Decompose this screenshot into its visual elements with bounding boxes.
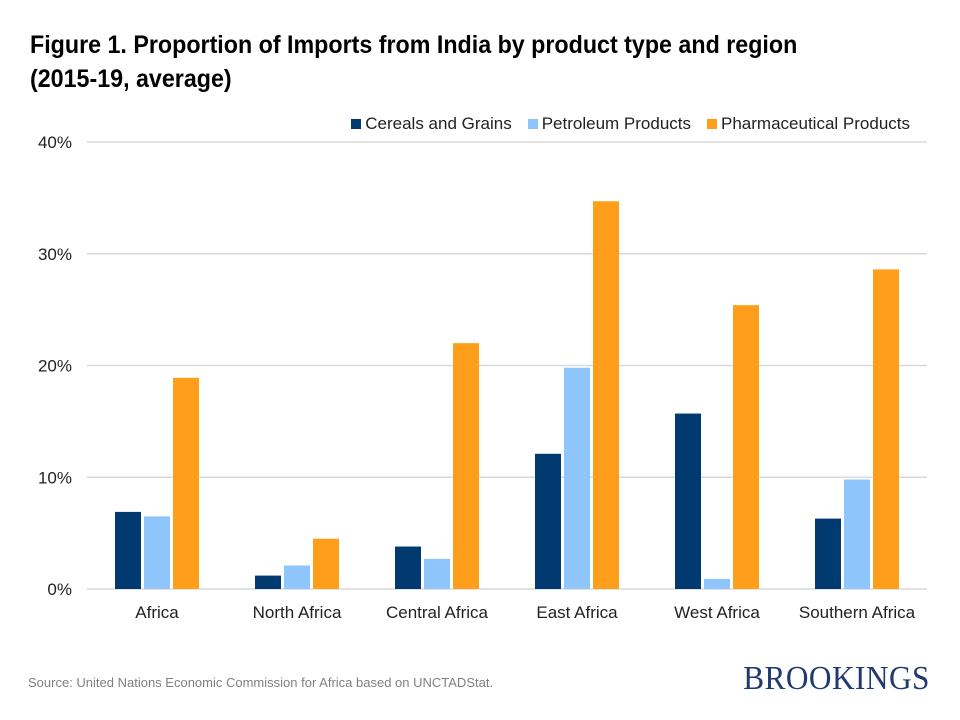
y-tick-label: 0% bbox=[47, 580, 72, 599]
brookings-logo: BROOKINGS bbox=[743, 660, 930, 697]
bar-petroleum-products bbox=[144, 516, 170, 589]
chart-title: Figure 1. Proportion of Imports from Ind… bbox=[30, 28, 886, 96]
x-tick-label: West Africa bbox=[674, 603, 760, 622]
bar-cereals-and-grains bbox=[535, 453, 561, 589]
chart-title-line-2: (2015-19, average) bbox=[30, 65, 232, 93]
y-tick-label: 20% bbox=[38, 357, 72, 376]
x-tick-label: Central Africa bbox=[386, 603, 489, 622]
y-tick-label: 30% bbox=[38, 245, 72, 264]
legend-label-petroleum: Petroleum Products bbox=[541, 114, 692, 133]
bar-petroleum-products bbox=[704, 578, 730, 589]
bar-pharmaceutical-products bbox=[593, 201, 619, 590]
bar-petroleum-products bbox=[284, 565, 310, 589]
source-note: Source: United Nations Economic Commissi… bbox=[28, 675, 494, 690]
bar-pharmaceutical-products bbox=[733, 305, 759, 589]
legend-item-pharmaceutical: Pharmaceutical Products bbox=[707, 114, 910, 134]
bar-cereals-and-grains bbox=[255, 575, 281, 589]
bar-cereals-and-grains bbox=[675, 413, 701, 589]
bar-cereals-and-grains bbox=[115, 511, 141, 589]
bars bbox=[115, 201, 899, 590]
x-tick-label: Southern Africa bbox=[799, 603, 916, 622]
y-axis-ticks: 0% 10% 20% 30% 40% bbox=[38, 133, 72, 599]
bar-cereals-and-grains bbox=[395, 546, 421, 589]
legend-swatch-petroleum bbox=[527, 119, 538, 129]
bar-petroleum-products bbox=[424, 558, 450, 589]
bar-pharmaceutical-products bbox=[173, 377, 199, 589]
legend-swatch-pharmaceutical bbox=[707, 119, 718, 129]
legend-item-petroleum: Petroleum Products bbox=[527, 114, 692, 134]
chart-title-line-1: Figure 1. Proportion of Imports from Ind… bbox=[30, 31, 798, 59]
y-tick-label: 10% bbox=[38, 468, 72, 487]
legend-label-pharmaceutical: Pharmaceutical Products bbox=[721, 114, 910, 133]
y-tick-label: 40% bbox=[38, 133, 72, 152]
bar-pharmaceutical-products bbox=[313, 538, 339, 589]
bar-cereals-and-grains bbox=[815, 518, 841, 589]
x-tick-label: Africa bbox=[135, 603, 179, 622]
legend-label-cereals: Cereals and Grains bbox=[365, 114, 512, 133]
bar-pharmaceutical-products bbox=[453, 343, 479, 589]
bar-pharmaceutical-products bbox=[873, 269, 899, 589]
legend-item-cereals: Cereals and Grains bbox=[351, 114, 512, 134]
legend-swatch-cereals bbox=[351, 119, 362, 129]
x-tick-label: East Africa bbox=[536, 603, 618, 622]
bar-petroleum-products bbox=[844, 479, 870, 589]
bar-petroleum-products bbox=[564, 367, 590, 589]
x-axis-ticks: Africa North Africa Central Africa East Afr… bbox=[135, 603, 915, 622]
legend: Cereals and Grains Petroleum Products Ph… bbox=[351, 114, 910, 134]
gridlines bbox=[87, 141, 927, 590]
x-tick-label: North Africa bbox=[253, 603, 342, 622]
